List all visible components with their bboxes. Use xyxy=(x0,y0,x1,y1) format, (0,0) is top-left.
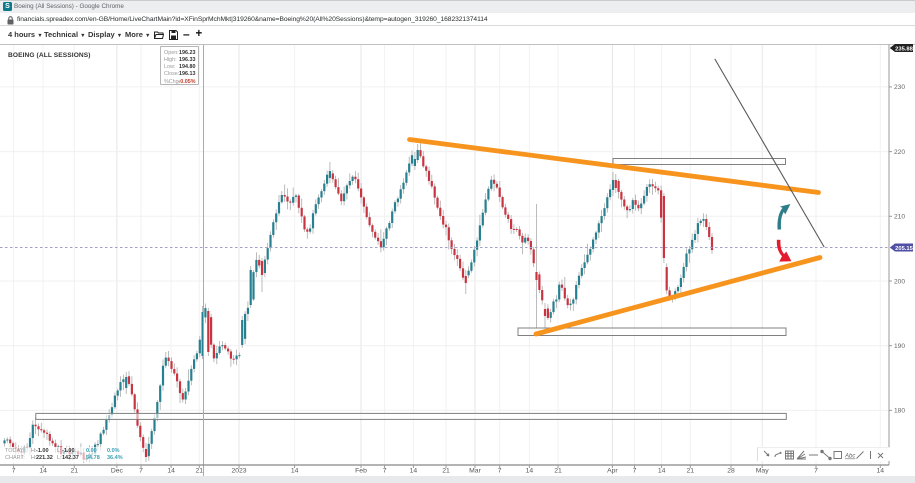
svg-text:14: 14 xyxy=(39,468,47,475)
svg-text:210: 210 xyxy=(894,214,905,221)
svg-text:14: 14 xyxy=(291,468,299,475)
svg-text:28: 28 xyxy=(727,468,735,475)
svg-text:May: May xyxy=(756,468,769,475)
svg-text:Apr: Apr xyxy=(607,468,618,475)
svg-text:7: 7 xyxy=(139,468,143,475)
svg-text:14: 14 xyxy=(526,468,534,475)
svg-text:Mar: Mar xyxy=(469,468,481,475)
svg-text:205.15: 205.15 xyxy=(895,246,914,252)
svg-text:Dec: Dec xyxy=(111,468,124,475)
svg-text:21: 21 xyxy=(196,468,204,475)
svg-text:200: 200 xyxy=(894,278,905,285)
svg-text:235.88: 235.88 xyxy=(895,47,914,53)
svg-text:14: 14 xyxy=(410,468,418,475)
svg-text:7: 7 xyxy=(383,468,387,475)
svg-text:7: 7 xyxy=(498,468,502,475)
svg-text:14: 14 xyxy=(877,468,885,475)
svg-text:230: 230 xyxy=(894,84,905,91)
svg-text:21: 21 xyxy=(71,468,79,475)
svg-text:2023: 2023 xyxy=(231,468,246,475)
svg-text:14: 14 xyxy=(658,468,666,475)
svg-text:180: 180 xyxy=(894,408,905,415)
svg-text:21: 21 xyxy=(687,468,695,475)
svg-text:7: 7 xyxy=(633,468,637,475)
svg-text:14: 14 xyxy=(167,468,175,475)
svg-text:21: 21 xyxy=(442,468,450,475)
svg-text:21: 21 xyxy=(554,468,562,475)
svg-text:Feb: Feb xyxy=(355,468,367,475)
svg-text:190: 190 xyxy=(894,343,905,350)
svg-text:7: 7 xyxy=(814,468,818,475)
svg-text:220: 220 xyxy=(894,149,905,156)
svg-text:7: 7 xyxy=(12,468,16,475)
svg-text:Abc: Abc xyxy=(844,454,855,460)
